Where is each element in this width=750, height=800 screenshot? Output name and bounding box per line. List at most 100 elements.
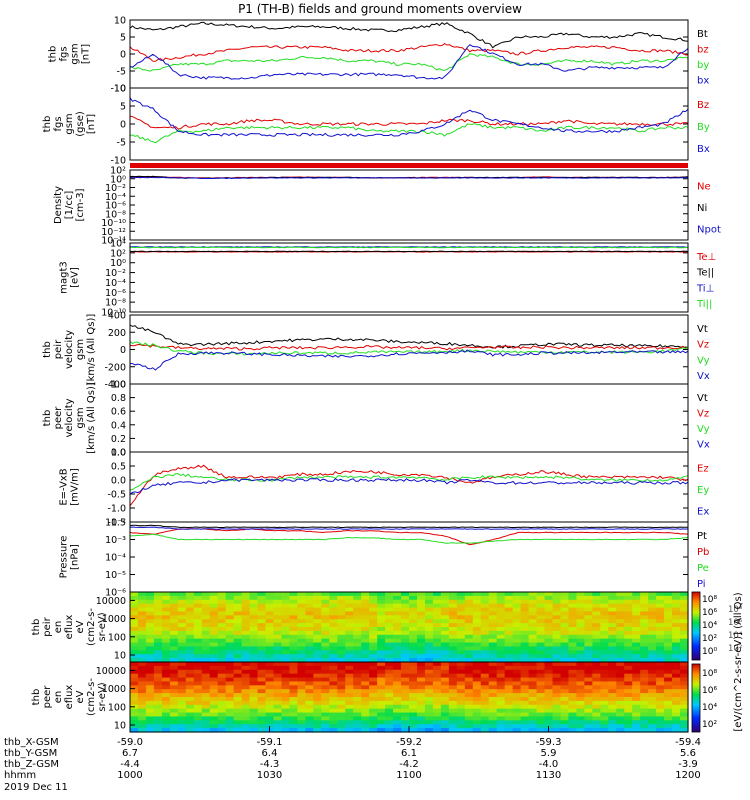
colorbar-tick: 10⁴ xyxy=(702,621,717,631)
heatmap-cell xyxy=(512,630,522,636)
heatmap-cell xyxy=(305,603,314,609)
heatmap-cell xyxy=(289,716,298,721)
heatmap-cell xyxy=(297,623,306,628)
heatmap-cell xyxy=(680,607,689,613)
heatmap-cell xyxy=(321,592,330,597)
heatmap-cell xyxy=(321,646,330,651)
heatmap-cell xyxy=(608,712,617,718)
heatmap-cell xyxy=(664,627,673,632)
heatmap-cell xyxy=(393,611,402,616)
heatmap-cell xyxy=(416,689,426,694)
heatmap-cell xyxy=(137,630,147,636)
heatmap-cell xyxy=(241,673,251,679)
heatmap-cell xyxy=(409,693,418,698)
heatmap-cell xyxy=(257,627,267,632)
heatmap-cell xyxy=(632,603,641,609)
heatmap-cell xyxy=(520,646,530,651)
heatmap-cell xyxy=(544,716,554,721)
ytick-label: 10⁻⁴ xyxy=(105,192,126,203)
heatmap-cell xyxy=(305,708,314,714)
ylabel-peir-eflux-5: (cm2-s- xyxy=(86,608,97,646)
heatmap-cell xyxy=(233,603,243,609)
heatmap-cell xyxy=(592,607,601,613)
heatmap-cell xyxy=(353,697,362,702)
ytick-label: 0.0 xyxy=(111,448,126,459)
heatmap-cell xyxy=(672,615,681,620)
heatmap-cell xyxy=(664,712,673,718)
heatmap-cell xyxy=(377,634,386,640)
heatmap-cell xyxy=(520,650,530,655)
heatmap-cell xyxy=(257,650,267,655)
heatmap-cell xyxy=(656,697,665,702)
heatmap-cell xyxy=(656,630,665,636)
heatmap-cell xyxy=(536,595,546,601)
colorbar-label: [eV/(cm^2-s-sr-eV)] (All Qs) xyxy=(733,592,744,731)
heatmap-cell xyxy=(161,673,171,679)
heatmap-cell xyxy=(137,685,147,690)
heatmap-cell xyxy=(249,720,259,725)
heatmap-cell xyxy=(130,708,139,714)
heatmap-cell xyxy=(424,658,434,663)
heatmap-cell xyxy=(424,677,434,683)
heatmap-cell xyxy=(273,634,283,640)
heatmap-cell xyxy=(137,623,147,628)
heatmap-cell xyxy=(249,599,259,605)
heatmap-cell xyxy=(456,642,466,648)
ylabel-temperature-0: magt3 xyxy=(59,261,70,294)
heatmap-cell xyxy=(193,619,203,624)
x-axis-date: 2019 Dec 11 xyxy=(4,782,68,793)
heatmap-cell xyxy=(137,693,147,698)
heatmap-cell xyxy=(145,693,155,698)
heatmap-cell xyxy=(536,665,546,671)
heatmap-cell xyxy=(353,700,362,706)
heatmap-cell xyxy=(616,665,625,671)
heatmap-cell xyxy=(169,677,179,683)
heatmap-cell xyxy=(145,603,155,609)
heatmap-cell xyxy=(337,650,346,655)
heatmap-cell xyxy=(249,634,259,640)
heatmap-cell xyxy=(464,603,474,609)
heatmap-cell xyxy=(552,669,562,675)
heatmap-cell xyxy=(416,642,426,648)
heatmap-cell xyxy=(289,712,298,718)
heatmap-cell xyxy=(329,716,338,721)
ylabel-peer-eflux-3: eflux xyxy=(64,685,75,710)
heatmap-cell xyxy=(680,685,689,690)
heatmap-cell xyxy=(424,704,434,710)
heatmap-cell xyxy=(576,716,585,721)
heatmap-cell xyxy=(424,638,434,644)
heatmap-cell xyxy=(424,611,434,616)
heatmap-cell xyxy=(313,728,322,733)
heatmap-cell xyxy=(369,724,378,729)
heatmap-cell xyxy=(193,720,203,725)
heatmap-cell xyxy=(289,642,298,648)
heatmap-cell xyxy=(161,712,171,718)
heatmap-cell xyxy=(265,607,275,613)
heatmap-cell xyxy=(185,630,195,636)
heatmap-cell xyxy=(201,712,211,718)
heatmap-cell xyxy=(321,685,330,690)
heatmap-cell xyxy=(353,708,362,714)
heatmap-cell xyxy=(281,603,291,609)
heatmap-cell xyxy=(480,700,490,706)
heatmap-cell xyxy=(353,603,362,609)
heatmap-cell xyxy=(393,662,402,667)
heatmap-cell xyxy=(130,654,139,659)
panel-frame xyxy=(129,19,689,89)
heatmap-cell xyxy=(393,700,402,706)
heatmap-cell xyxy=(241,693,251,698)
heatmap-cell xyxy=(153,716,163,721)
xrow-value: -4.2 xyxy=(399,759,419,770)
heatmap-cell xyxy=(233,658,243,663)
heatmap-cell xyxy=(672,607,681,613)
heatmap-cell xyxy=(416,720,426,725)
heatmap-cell xyxy=(377,700,386,706)
heatmap-cell xyxy=(233,654,243,659)
heatmap-cell xyxy=(185,677,195,683)
heatmap-cell xyxy=(385,697,394,702)
heatmap-cell xyxy=(592,662,601,667)
heatmap-cell xyxy=(177,603,187,609)
heatmap-cell xyxy=(265,665,275,671)
heatmap-cell xyxy=(424,607,434,613)
heatmap-cell xyxy=(201,646,211,651)
